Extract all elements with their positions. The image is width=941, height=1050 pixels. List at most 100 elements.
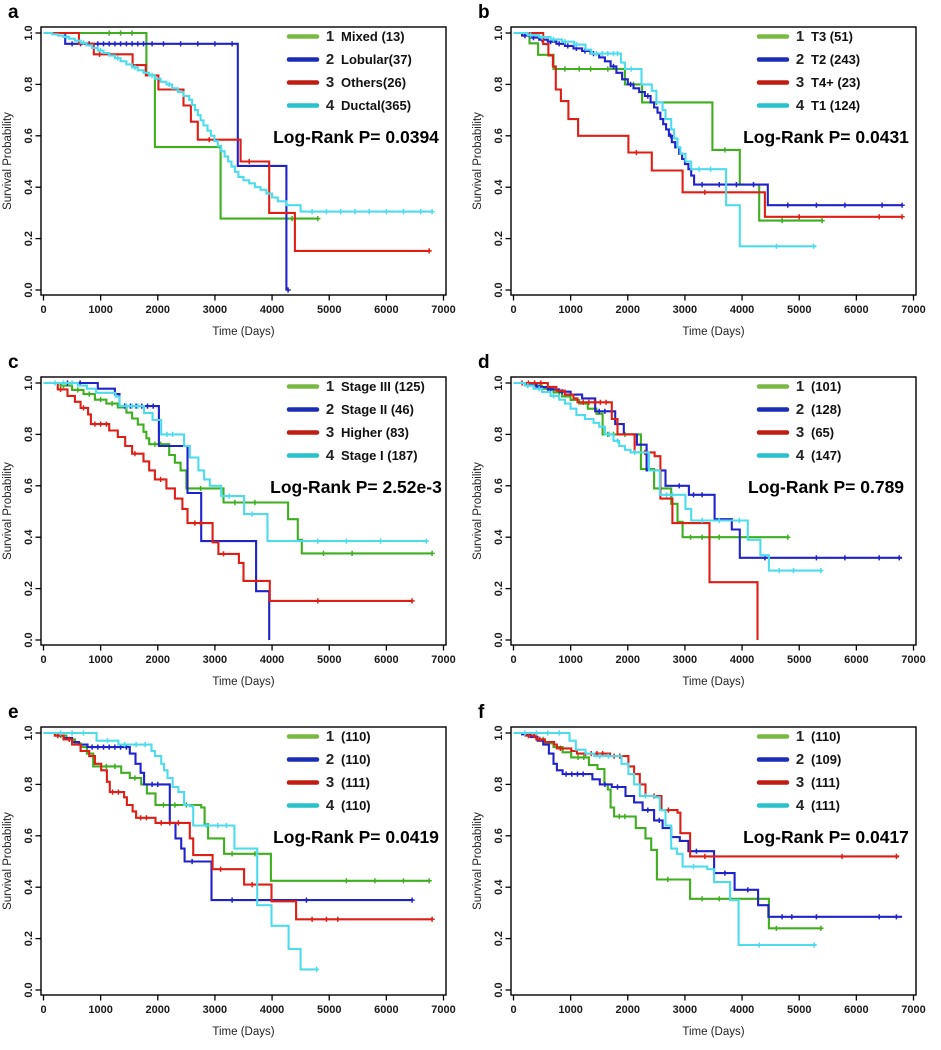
km-curve-3 [513,381,759,640]
x-tick-label: 7000 [431,654,455,666]
x-tick-label: 7000 [901,304,925,316]
y-tick-label: 0.8 [23,77,35,92]
y-tick-label: 1.0 [493,725,505,740]
km-curve-3 [43,381,413,602]
legend-number-4: 4 [796,797,805,814]
legend-label-2: (110) [341,752,371,767]
y-axis-title: Survival Probability [472,112,484,210]
x-tick-label: 6000 [844,654,868,666]
y-tick-label: 0.6 [493,828,505,843]
y-tick-label: 0.2 [493,931,505,946]
y-tick-label: 0.8 [493,77,505,92]
x-tick-label: 1000 [88,304,112,316]
log-rank-p-value: Log-Rank P= 2.52e-3 [270,477,442,497]
y-tick-label: 0.8 [23,777,35,792]
km-curve-4 [43,731,318,971]
y-tick-label: 0.2 [23,231,35,246]
x-tick-label: 7000 [431,1004,455,1016]
x-tick-label: 6000 [844,1004,868,1016]
censor-marks-3 [55,733,435,922]
panel-letter-f: f [478,702,485,723]
log-rank-p-value: Log-Rank P= 0.0394 [273,127,439,147]
y-tick-label: 0.8 [493,777,505,792]
panel-c: c 0 1000 2000 3000 4000 5000 6000 7000 0.0 0.2 0.4… [0,350,470,700]
legend-label-4: Ductal(365) [341,98,411,113]
panel-a: a 0 1000 2000 3000 4000 5000 6000 7000 0.0 0.2 0.4… [0,0,470,350]
panel-letter-b: b [478,2,490,23]
legend-label-1: T3 (51) [811,29,853,44]
legend-label-4: (147) [811,448,841,463]
legend-label-3: (65) [811,425,834,440]
legend-number-1: 1 [796,378,804,395]
km-curve-2 [513,381,903,559]
y-tick-label: 0.0 [23,282,35,297]
legend-label-2: T2 (243) [811,52,860,67]
km-plot-d: 0 1000 2000 3000 4000 5000 6000 7000 0.0 0.2 0.4 0.… [472,375,926,688]
x-tick-label: 1000 [558,1004,582,1016]
km-curve-2 [513,31,903,207]
y-tick-label: 0.2 [493,231,505,246]
legend-number-4: 4 [326,97,335,114]
km-curve-4 [43,31,433,213]
legend-label-1: Stage III (125) [341,379,425,394]
y-tick-label: 0.6 [23,828,35,843]
legend-number-4: 4 [796,447,805,464]
x-axis-title: Time (Days) [212,1026,274,1038]
x-tick-label: 5000 [787,304,811,316]
km-plot-f: 0 1000 2000 3000 4000 5000 6000 7000 0.0 0.2 0.4 0.… [472,725,926,1038]
plot-frame [40,726,447,996]
x-tick-label: 0 [510,1004,516,1016]
x-tick-label: 7000 [901,1004,925,1016]
legend-label-4: (111) [811,798,840,813]
legend-number-1: 1 [326,378,334,395]
legend-label-1: (101) [811,379,841,394]
y-tick-label: 0.4 [493,879,505,895]
plot-frame [40,26,447,296]
y-tick-label: 0.4 [493,529,505,545]
y-tick-label: 0.6 [23,128,35,143]
x-tick-label: 2000 [616,1004,640,1016]
km-curve-1 [43,731,430,882]
km-curve-2 [43,731,413,902]
legend-label-4: (110) [341,798,371,813]
legend-number-2: 2 [796,51,804,68]
legend-label-1: Mixed (13) [341,29,405,44]
x-tick-label: 0 [510,304,516,316]
y-tick-label: 0.4 [493,179,505,195]
censor-marks-3 [519,380,648,455]
censor-marks-4 [525,383,824,574]
legend-label-3: T4+ (23) [811,75,861,90]
x-tick-label: 6000 [374,654,398,666]
legend-number-1: 1 [796,28,804,45]
y-tick-label: 0.4 [23,529,35,545]
plot-frame [40,376,447,646]
x-tick-label: 7000 [431,304,455,316]
x-axis-title: Time (Days) [212,676,274,688]
km-curve-3 [43,731,433,921]
x-tick-label: 5000 [317,304,341,316]
x-tick-label: 4000 [260,304,284,316]
x-tick-label: 4000 [260,1004,284,1016]
km-curve-4 [513,731,817,947]
legend-number-3: 3 [326,74,334,91]
panel-f: f 0 1000 2000 3000 4000 5000 6000 7000 0.0 0.2 0.4… [470,700,941,1050]
x-tick-label: 4000 [730,1004,754,1016]
legend-label-1: (110) [341,729,371,744]
legend-number-3: 3 [796,74,804,91]
legend-label-2: Lobular(37) [341,52,412,67]
x-tick-label: 1000 [558,304,582,316]
legend-label-2: (128) [811,402,841,417]
legend-number-3: 3 [796,424,804,441]
legend-number-4: 4 [796,97,805,114]
km-curve-2 [43,381,271,640]
log-rank-p-value: Log-Rank P= 0.0419 [273,827,439,847]
legend-number-2: 2 [326,51,334,68]
km-curve-4 [513,31,817,248]
x-tick-label: 3000 [673,1004,697,1016]
censor-marks-1 [533,383,791,540]
panel-d: d 0 1000 2000 3000 4000 5000 6000 7000 0.0 0.2 0.4… [470,350,941,700]
legend-number-2: 2 [326,401,334,418]
x-tick-label: 5000 [317,654,341,666]
km-curve-3 [513,31,903,218]
y-tick-label: 0.0 [23,632,35,647]
